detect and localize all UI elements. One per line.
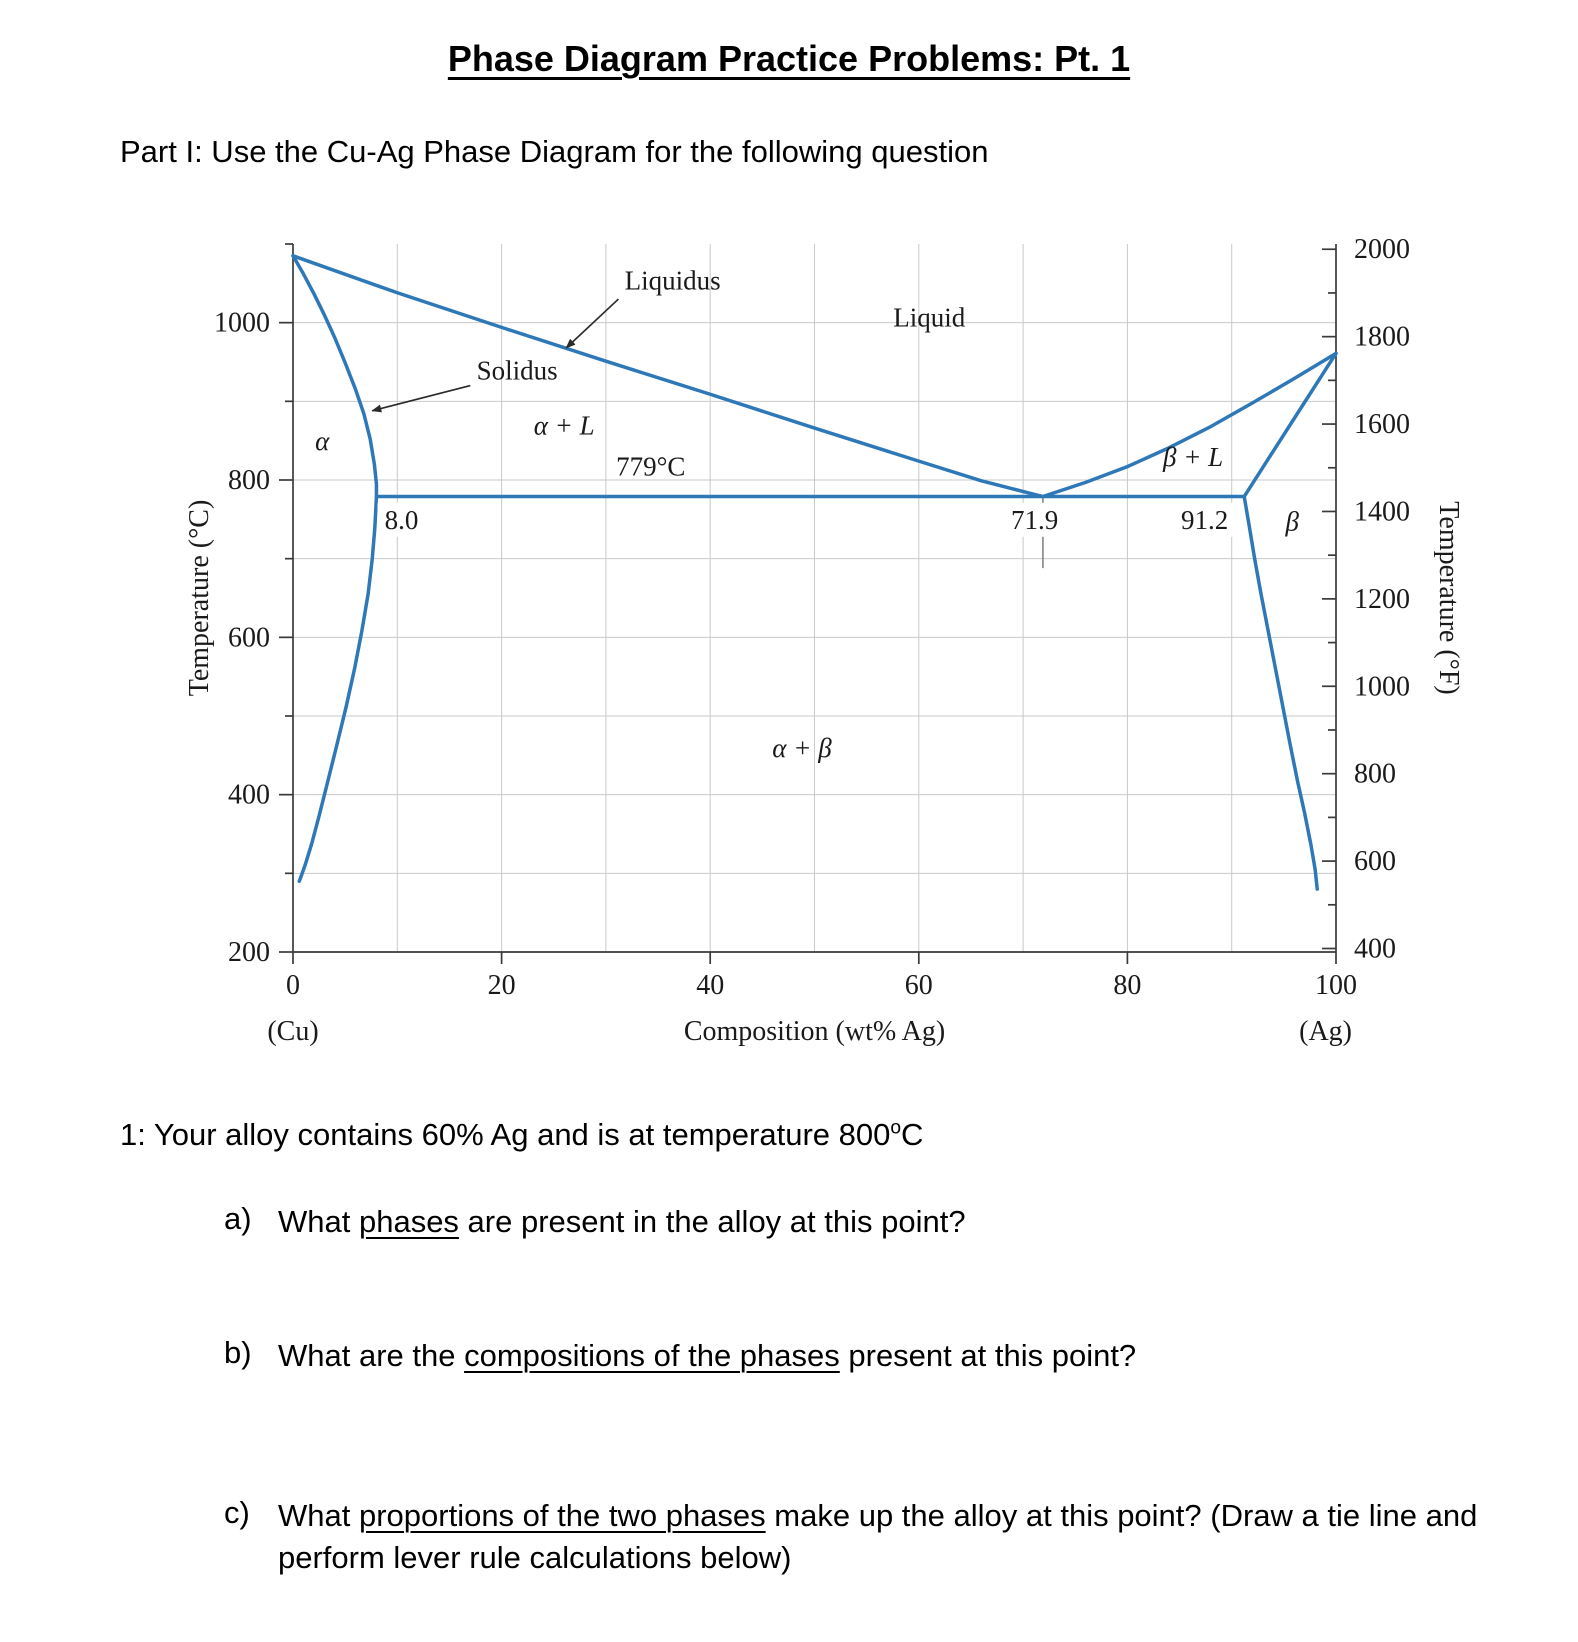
question-block: 1: Your alloy contains 60% Ag and is at … xyxy=(120,1117,1578,1578)
page-title: Phase Diagram Practice Problems: Pt. 1 xyxy=(447,38,1131,79)
chart-annotation: 91.2 xyxy=(1181,505,1228,535)
y-tick-label-fahrenheit: 1200 xyxy=(1354,584,1410,615)
y-tick-label-fahrenheit: 800 xyxy=(1354,759,1396,790)
question-b: b) What are the compositions of the phas… xyxy=(120,1335,1578,1377)
curve-liquidus-left xyxy=(291,254,1045,499)
annotation-arrow xyxy=(565,298,619,349)
annotation-label-box xyxy=(1003,502,1066,537)
x-axis-right-end-label: (Ag) xyxy=(1299,1016,1352,1047)
curve-solvus-left xyxy=(297,494,379,883)
question-b-label: b) xyxy=(224,1334,252,1370)
question-c-label: c) xyxy=(224,1494,250,1530)
question-a-pre: What xyxy=(278,1204,359,1239)
question-c: c) What proportions of the two phases ma… xyxy=(120,1495,1578,1579)
x-tick-label: 60 xyxy=(905,970,933,1001)
question-intro-text: 1: Your alloy contains 60% Ag and is at … xyxy=(120,1117,891,1152)
question-c-underlined: proportions of the two phases xyxy=(358,1497,766,1533)
y-tick-label-fahrenheit: 1400 xyxy=(1354,496,1410,527)
x-tick-label: 80 xyxy=(1113,970,1141,1001)
chart-annotation: 8.0 xyxy=(385,505,419,535)
x-axis-left-end-label: (Cu) xyxy=(267,1016,318,1047)
curve-solvus-right xyxy=(1242,494,1319,891)
y-tick-label-fahrenheit: 2000 xyxy=(1354,234,1410,265)
annotation-label-box xyxy=(377,502,426,537)
question-c-text: What proportions of the two phases make … xyxy=(278,1495,1513,1579)
chart-annotation: Liquid xyxy=(893,303,965,333)
annotation-arrow xyxy=(371,384,471,413)
y-tick-label-fahrenheit: 1000 xyxy=(1354,671,1410,702)
question-b-pre: What are the xyxy=(278,1337,465,1373)
x-tick-label: 100 xyxy=(1315,970,1357,1001)
phase-diagram-chart: 0 20 40 60 80 100 200 400 600 800 1000 400 600 800 100… xyxy=(184,234,1464,1047)
question-intro: 1: Your alloy contains 60% Ag and is at … xyxy=(120,1117,1578,1153)
chart-annotation: Solidus xyxy=(477,355,558,385)
y-tick-label-fahrenheit: 600 xyxy=(1354,846,1396,877)
y-tick-label-fahrenheit: 1800 xyxy=(1354,322,1410,353)
y-tick-label-celsius: 400 xyxy=(228,780,270,811)
question-a-underlined: phases xyxy=(358,1204,459,1239)
chart-annotation: 71.9 xyxy=(1011,505,1058,535)
x-tick-label: 40 xyxy=(696,970,724,1001)
chart-annotation: α xyxy=(315,426,330,456)
chart-annotation: β + L xyxy=(1162,442,1223,472)
curve-liquidus-right xyxy=(1041,351,1338,499)
question-c-post: make up the alloy at this point? (Draw a… xyxy=(278,1497,1478,1575)
x-axis-title: Composition (wt% Ag) xyxy=(684,1016,945,1047)
question-a: a) What phases are present in the alloy … xyxy=(120,1201,1578,1243)
y-tick-label-fahrenheit: 400 xyxy=(1354,934,1396,965)
chart-annotation: α + L xyxy=(534,410,595,440)
y-tick-label-celsius: 1000 xyxy=(214,308,270,339)
x-tick-label: 20 xyxy=(488,970,516,1001)
chart-annotation: α + β xyxy=(772,733,832,763)
y-axis-title-fahrenheit: Temperature (°F) xyxy=(1433,501,1464,694)
chart-annotation: 779°C xyxy=(616,451,685,481)
question-b-post: present at this point? xyxy=(839,1337,1137,1373)
question-a-label: a) xyxy=(224,1201,252,1236)
y-tick-label-celsius: 200 xyxy=(228,937,270,968)
chart-annotation: Liquidus xyxy=(625,266,721,296)
chart-annotation: β xyxy=(1284,506,1299,536)
annotation-label-box xyxy=(1173,502,1236,537)
question-b-underlined: compositions of the phases xyxy=(464,1337,840,1373)
x-tick-label: 0 xyxy=(286,970,300,1001)
phase-diagram-figure: 0 20 40 60 80 100 200 400 600 800 1000 400 600 800 100… xyxy=(178,222,1578,1057)
curve-solidus-left xyxy=(291,254,379,499)
y-tick-label-celsius: 800 xyxy=(228,465,270,496)
y-axis-title-celsius: Temperature (°C) xyxy=(184,500,215,697)
y-tick-label-fahrenheit: 1600 xyxy=(1354,409,1410,440)
y-tick-label-celsius: 600 xyxy=(228,622,270,653)
question-c-pre: What xyxy=(278,1497,359,1533)
part-heading: Part I: Use the Cu-Ag Phase Diagram for … xyxy=(120,134,989,169)
degree-superscript: o xyxy=(890,1117,902,1139)
question-a-text: What phases are present in the alloy at … xyxy=(278,1201,966,1243)
question-intro-unit: C xyxy=(901,1117,924,1152)
question-b-text: What are the compositions of the phases … xyxy=(278,1335,1136,1377)
question-a-post: are present in the alloy at this point? xyxy=(458,1204,966,1239)
curve-solidus-right xyxy=(1242,351,1338,499)
